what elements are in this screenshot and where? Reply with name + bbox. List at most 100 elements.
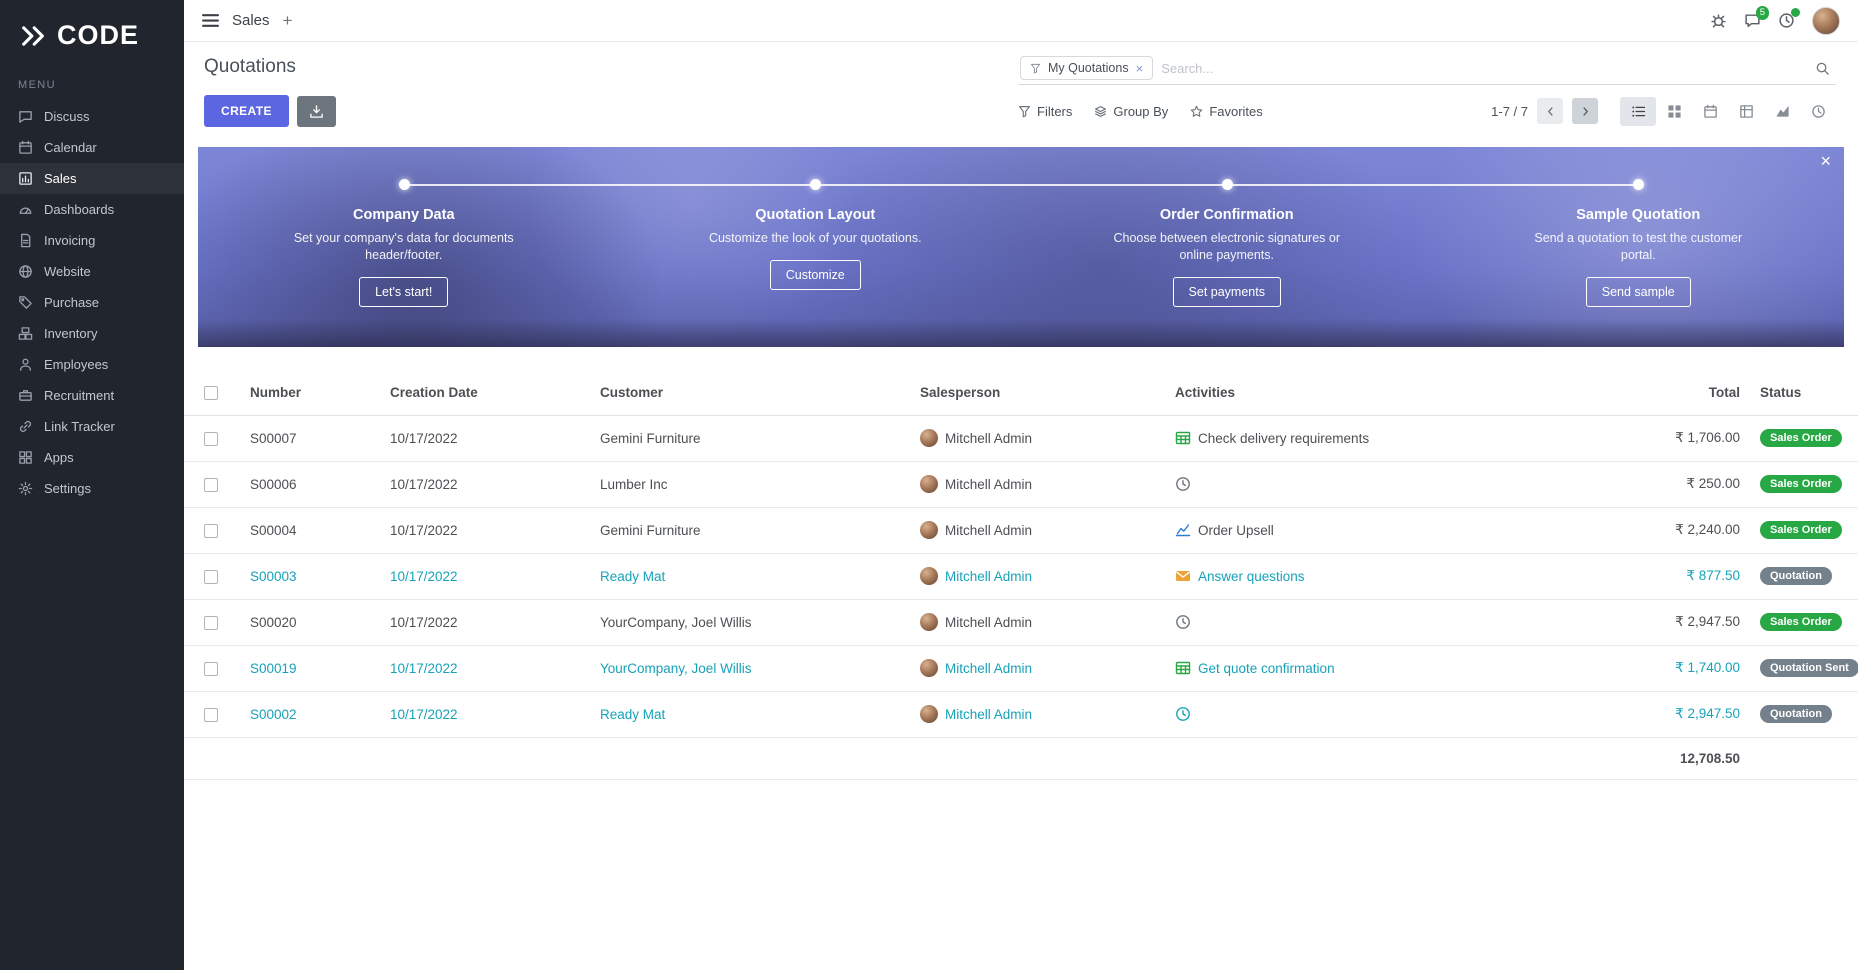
filters-button[interactable]: Filters [1018,104,1072,119]
search-icon[interactable] [1815,61,1830,76]
search-bar[interactable]: My Quotations × [1018,54,1836,85]
breadcrumb-app-name[interactable]: Sales [232,12,270,29]
view-graph-button[interactable] [1764,97,1800,126]
sidebar-item-dashboards[interactable]: Dashboards [0,194,184,225]
row-checkbox[interactable] [204,477,218,492]
column-header-status[interactable]: Status [1750,371,1858,416]
debug-icon[interactable] [1710,12,1727,29]
sidebar-item-purchase[interactable]: Purchase [0,287,184,318]
column-header-activities[interactable]: Activities [1165,371,1535,416]
sidebar-item-link-tracker[interactable]: Link Tracker [0,411,184,442]
status-badge: Quotation [1760,705,1832,723]
favorites-button[interactable]: Favorites [1190,104,1263,119]
clock-icon[interactable] [1175,476,1191,492]
facet-remove-icon[interactable]: × [1135,60,1144,76]
spreadsheet-icon[interactable] [1175,660,1191,676]
lets-start-button[interactable]: Let's start! [359,276,449,307]
customer-name: Gemini Furniture [590,507,910,554]
column-header-customer[interactable]: Customer [590,371,910,416]
view-kanban-button[interactable] [1656,97,1692,126]
set-payments-button[interactable]: Set payments [1172,276,1281,307]
column-header-creation-date[interactable]: Creation Date [380,371,590,416]
step-title: Order Confirmation [1159,207,1294,223]
messages-icon[interactable]: 5 [1744,6,1769,29]
row-checkbox[interactable] [204,431,218,446]
search-facet[interactable]: My Quotations × [1020,56,1154,80]
sidebar-item-website[interactable]: Website [0,256,184,287]
purchase-icon [18,295,33,310]
activities-icon[interactable] [1778,8,1800,29]
view-list-button[interactable] [1620,96,1656,126]
quotation-number: S00003 [230,553,380,600]
clock-icon[interactable] [1175,614,1191,630]
quotation-number: S00007 [230,415,380,462]
sidebar-item-inventory[interactable]: Inventory [0,318,184,349]
sidebar-item-calendar[interactable]: Calendar [0,132,184,163]
step-title: Company Data [352,207,455,223]
hamburger-menu-icon[interactable] [202,13,219,28]
column-header-number[interactable]: Number [230,371,380,416]
export-button[interactable] [296,95,336,127]
pager-value[interactable]: 1-7 / 7 [1491,103,1528,119]
customize-button[interactable]: Customize [769,259,861,290]
logo-icon [22,25,44,46]
sidebar-item-sales[interactable]: Sales [0,163,184,194]
calendar-view-icon [1703,104,1717,118]
total-amount: ₹ 250.00 [1535,461,1750,508]
sidebar-item-employees[interactable]: Employees [0,349,184,380]
customer-name: YourCompany, Joel Willis [590,599,910,646]
view-activity-button[interactable] [1800,97,1836,126]
row-checkbox[interactable] [204,523,218,538]
total-amount: ₹ 2,240.00 [1535,507,1750,554]
control-panel: Quotations My Quotations × CREATE Filter… [184,42,1858,137]
clock-icon[interactable] [1175,706,1191,722]
line-chart-icon[interactable] [1175,522,1191,538]
sidebar-item-recruitment[interactable]: Recruitment [0,380,184,411]
table-row[interactable]: S00002 10/17/2022 Ready Mat Mitchell Adm… [184,691,1858,738]
row-checkbox[interactable] [204,569,218,584]
envelope-icon[interactable] [1175,568,1191,584]
search-input[interactable] [1161,60,1807,76]
recruitment-icon [18,388,33,403]
salesperson-avatar [920,705,938,723]
sidebar-item-discuss[interactable]: Discuss [0,101,184,132]
select-all-checkbox[interactable] [204,386,218,401]
column-header-total[interactable]: Total [1535,371,1750,416]
view-pivot-button[interactable] [1728,97,1764,126]
discuss-icon [18,109,33,124]
quotation-number: S00002 [230,691,380,738]
inventory-icon [18,326,33,341]
column-header-salesperson[interactable]: Salesperson [910,371,1165,416]
create-button[interactable]: CREATE [204,95,289,127]
group-by-button[interactable]: Group By [1094,104,1168,119]
row-checkbox[interactable] [204,615,218,630]
sidebar-item-settings[interactable]: Settings [0,473,184,504]
table-row[interactable]: S00019 10/17/2022 YourCompany, Joel Will… [184,645,1858,692]
pager-next-button[interactable] [1572,98,1598,124]
row-checkbox[interactable] [204,661,218,676]
pager-previous-button[interactable] [1537,98,1563,124]
quotation-number: S00004 [230,507,380,554]
select-all-checkbox-cell [184,371,230,416]
sidebar-item-invoicing[interactable]: Invoicing [0,225,184,256]
user-avatar[interactable] [1812,6,1840,35]
row-checkbox[interactable] [204,707,218,722]
sidebar-item-label: Invoicing [44,233,96,248]
search-options: Filters Group By Favorites 1-7 / 7 [1018,96,1836,126]
table-row[interactable]: S00003 10/17/2022 Ready Mat Mitchell Adm… [184,553,1858,600]
employees-icon [18,357,33,372]
table-row[interactable]: S00004 10/17/2022 Gemini Furniture Mitch… [184,507,1858,554]
table-row[interactable]: S00007 10/17/2022 Gemini Furniture Mitch… [184,415,1858,462]
onboarding-step-company-data: Company Data Set your company's data for… [198,147,610,347]
spreadsheet-icon[interactable] [1175,430,1191,446]
table-header-row: Number Creation Date Customer Salesperso… [184,371,1858,416]
add-tab-button[interactable]: + [282,11,293,30]
website-icon [18,264,33,279]
sidebar-item-apps[interactable]: Apps [0,442,184,473]
table-row[interactable]: S00006 10/17/2022 Lumber Inc Mitchell Ad… [184,461,1858,508]
table-row[interactable]: S00020 10/17/2022 YourCompany, Joel Will… [184,599,1858,646]
send-sample-button[interactable]: Send sample [1585,276,1691,307]
banner-close-icon[interactable]: × [1820,151,1831,171]
app-logo[interactable]: CODE [0,0,184,75]
view-calendar-button[interactable] [1692,97,1728,126]
